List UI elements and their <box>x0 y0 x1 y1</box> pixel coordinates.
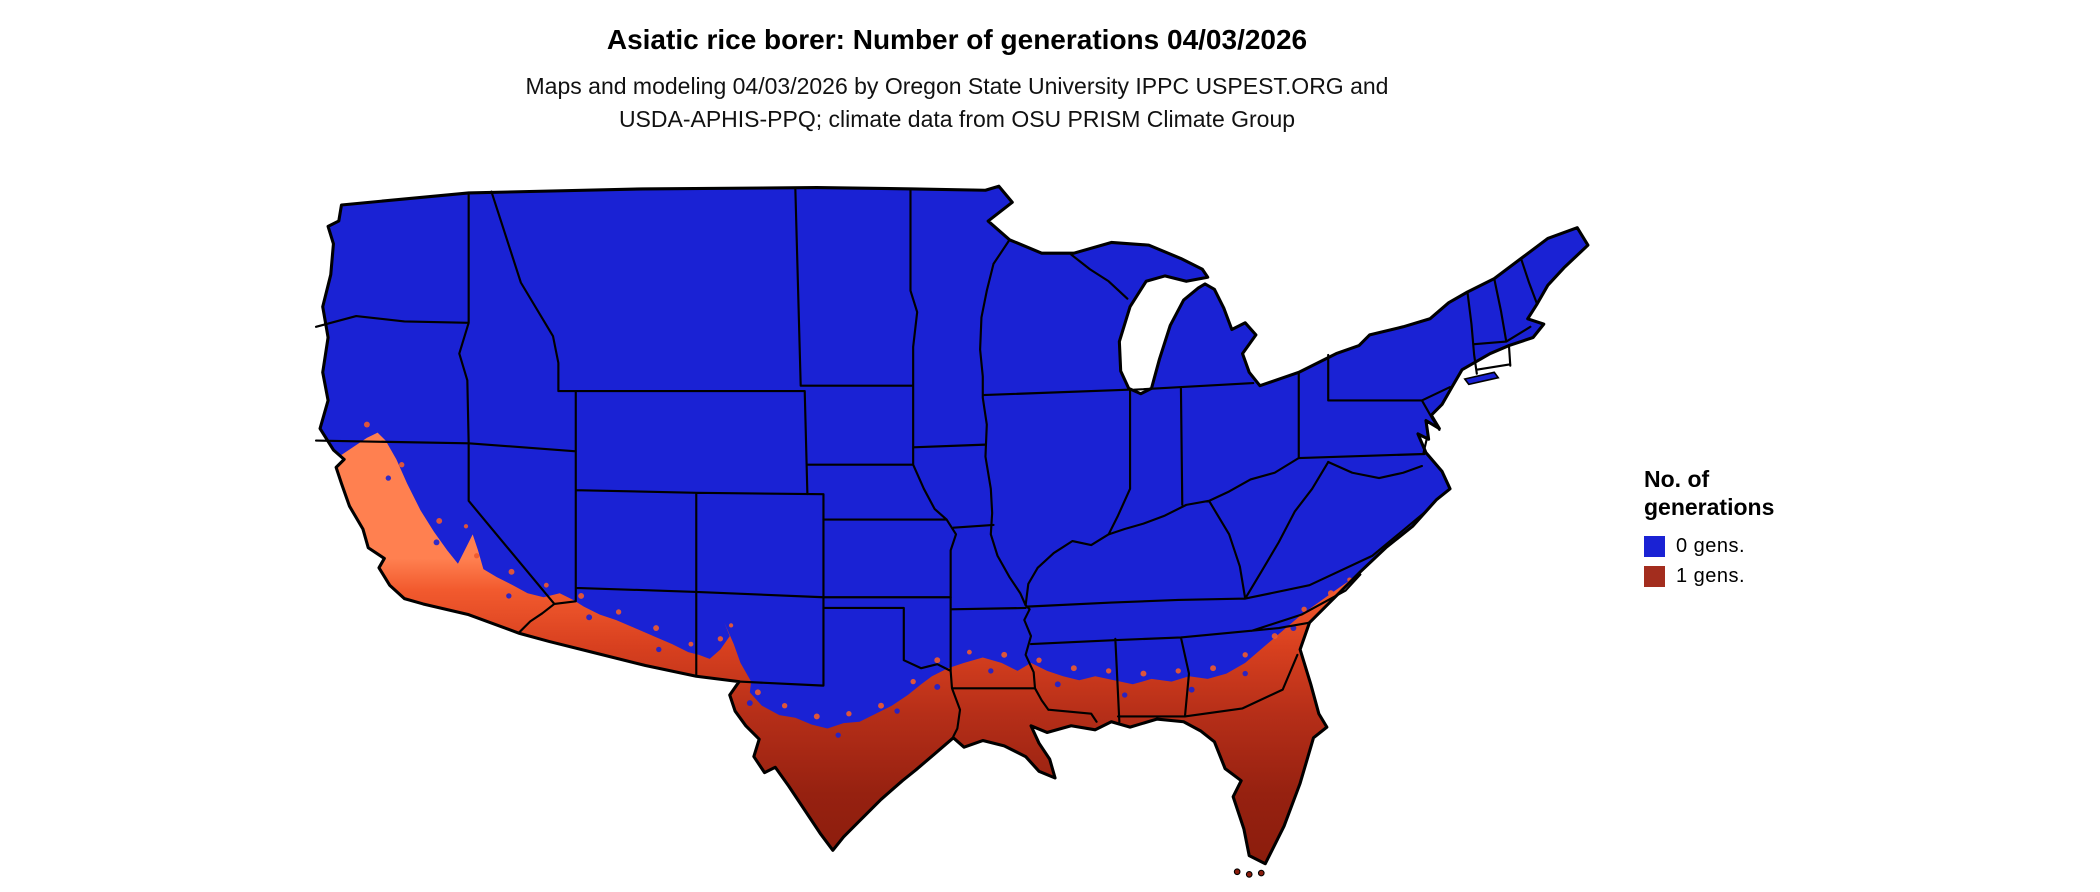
title-block: Asiatic rice borer: Number of generation… <box>157 24 1757 136</box>
page-title: Asiatic rice borer: Number of generation… <box>606 24 1308 55</box>
us-generations-map <box>308 182 1600 888</box>
us-outline <box>318 184 1590 866</box>
long-island-shape <box>1463 371 1500 386</box>
legend-swatch-0-gens <box>1644 536 1665 557</box>
legend-item-1-gens: 1 gens. <box>1644 565 1904 588</box>
legend-label-1-gens: 1 gens. <box>1676 565 1746 587</box>
subtitle-line-1: Maps and modeling 04/03/2026 by Oregon S… <box>525 73 1389 99</box>
raster-speckles <box>363 421 1353 738</box>
legend-title-line-2: generations <box>1644 494 1775 520</box>
state-borders-southeast <box>1024 456 1429 723</box>
legend-title-line-1: No. of <box>1644 466 1710 492</box>
state-borders <box>314 187 1539 738</box>
zero-generations-region <box>320 186 1588 864</box>
state-borders-midwest <box>979 238 1255 723</box>
map-subtitle: Maps and modeling 04/03/2026 by Oregon S… <box>157 70 1757 136</box>
map-legend: No. of generations 0 gens. 1 gens. <box>1644 465 1904 595</box>
state-borders-west <box>314 190 952 687</box>
legend-item-0-gens: 0 gens. <box>1644 535 1904 558</box>
state-borders-plains <box>794 187 1037 738</box>
legend-title: No. of generations <box>1644 465 1904 521</box>
legend-swatch-1-gens <box>1644 566 1665 587</box>
florida-keys-dots <box>1233 868 1265 878</box>
us-map-svg <box>314 184 1590 878</box>
subtitle-line-2: USDA-APHIS-PPQ; climate data from OSU PR… <box>618 106 1296 132</box>
legend-label-0-gens: 0 gens. <box>1676 535 1746 557</box>
